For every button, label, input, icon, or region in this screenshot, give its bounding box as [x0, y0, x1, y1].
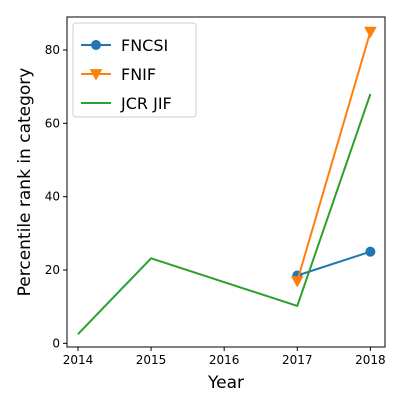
plot-frame: [66, 16, 386, 348]
series-jcr-jif: [77, 93, 372, 335]
x-tick-label: 2018: [355, 353, 386, 367]
x-tick-label: 2015: [136, 353, 167, 367]
legend-marker-sample: [91, 40, 101, 50]
y-tick-label: 60: [45, 116, 60, 130]
legend-box: [72, 22, 197, 118]
y-axis-label: Percentile rank in category: [15, 68, 35, 297]
x-axis-label: Year: [207, 373, 244, 393]
x-tick-label: 2017: [282, 353, 313, 367]
series-fnif: [290, 26, 377, 288]
series-line: [296, 31, 372, 282]
data-point-marker: [365, 246, 376, 257]
legend-entry: FNIF: [81, 65, 156, 84]
legend-label: JCR JIF: [120, 94, 172, 113]
y-tick-label: 20: [45, 263, 60, 277]
x-tick-label: 2016: [209, 353, 240, 367]
x-axis-ticks: 2014 2015 2016 2017 2018: [63, 347, 386, 367]
legend-marker-sample: [89, 69, 103, 81]
data-point-marker: [290, 276, 304, 288]
legend-label: FNIF: [121, 65, 156, 84]
y-tick-label: 40: [45, 190, 60, 204]
series-line: [77, 93, 372, 335]
y-tick-label: 80: [45, 43, 60, 57]
x-tick-label: 2014: [63, 353, 94, 367]
legend-entry: FNCSI: [81, 36, 168, 55]
y-tick-label: 0: [52, 336, 60, 350]
legend-entry: JCR JIF: [81, 94, 172, 113]
y-axis-ticks: 0 20 40 60 80: [45, 43, 67, 350]
series-layer: [77, 26, 377, 335]
legend-label: FNCSI: [121, 36, 168, 55]
data-point-marker: [364, 26, 377, 39]
legend: FNCSI FNIF JCR JIF: [72, 22, 197, 118]
